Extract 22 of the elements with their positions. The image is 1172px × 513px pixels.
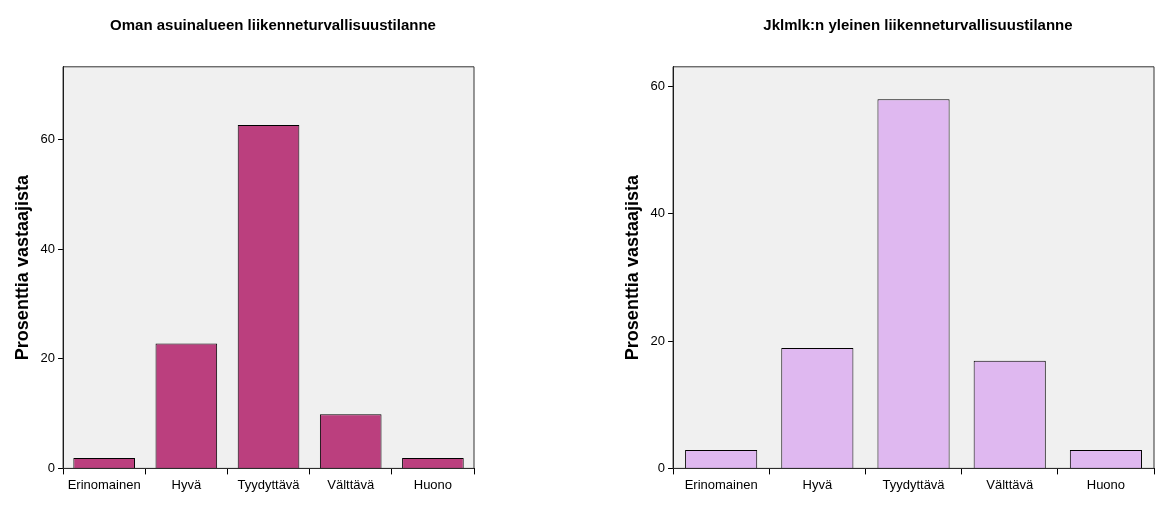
y-tick-label: 0	[657, 459, 666, 475]
y-tick-label: 60	[650, 78, 666, 94]
x-tick-label: Hyvä	[802, 476, 833, 492]
y-tick-label: 40	[40, 240, 56, 256]
y-tick-label: 20	[40, 350, 56, 366]
y-axis-title: Prosenttia vastaajista	[11, 174, 32, 361]
y-tick-label: 40	[650, 205, 666, 221]
x-tick-label: Hyvä	[171, 476, 202, 492]
x-tick-label: Välttävä	[327, 476, 375, 492]
y-tick-label: 60	[40, 131, 56, 147]
x-tick-label: Tyydyttävä	[882, 476, 946, 492]
y-tick-label: 20	[650, 332, 666, 348]
y-axis-title: Prosenttia vastaajista	[621, 174, 642, 361]
x-tick-label: Tyydyttävä	[237, 476, 301, 492]
x-tick-label: Erinomainen	[684, 476, 758, 492]
x-tick-label: Huono	[413, 476, 453, 492]
x-tick-label: Välttävä	[986, 476, 1034, 492]
y-tick-label: 0	[47, 459, 56, 475]
x-tick-label: Erinomainen	[67, 476, 141, 492]
chart-title: Oman asuinalueen liikenneturvallisuustilanne	[109, 15, 437, 35]
x-tick-label: Huono	[1086, 476, 1126, 492]
chart-title: Jklmlk:n yleinen liikenneturvallisuustilanne	[762, 15, 1074, 35]
